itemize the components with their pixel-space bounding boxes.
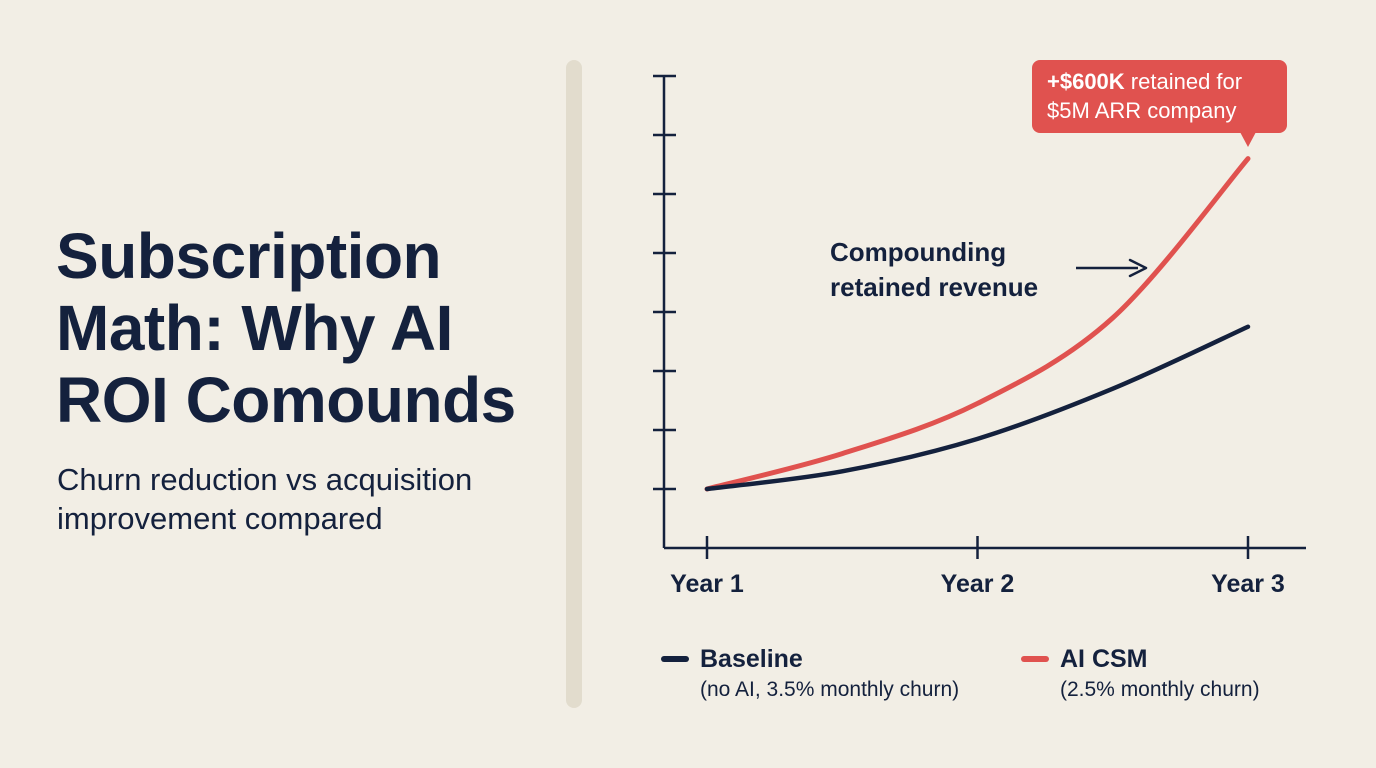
series-line-ai-csm [704,156,1251,492]
callout-pointer [1240,132,1256,147]
callout-line-1: +$600K retained for [1047,69,1242,94]
page-title: Subscription Math: Why AI ROI Comounds [56,220,516,436]
page-subtitle: Churn reduction vs acquisition improveme… [57,462,473,536]
callout-line-1-rest: retained for [1125,69,1242,94]
series-line-baseline [704,324,1251,492]
legend-desc-ai-csm: (2.5% monthly churn) [1060,678,1260,701]
callout-box [1032,60,1287,133]
legend-item-baseline: Baseline (no AI, 3.5% monthly churn) [661,645,959,701]
compounding-annotation-line-2: retained revenue [830,272,1038,302]
legend-label-baseline: Baseline [700,645,803,673]
compounding-annotation-line-1: Compounding [830,237,1006,267]
x-tick-label: Year 1 [670,570,744,598]
legend: Baseline (no AI, 3.5% monthly churn) AI … [661,645,1260,701]
callout-line-2: $5M ARR company [1047,98,1237,123]
legend-item-ai-csm: AI CSM (2.5% monthly churn) [1021,645,1260,701]
y-ticks [653,74,676,491]
vertical-divider [566,60,582,708]
arrow-right-icon [1128,258,1148,278]
x-tick-label: Year 2 [941,570,1015,598]
x-tick-label: Year 3 [1211,570,1285,598]
legend-label-ai-csm: AI CSM [1060,645,1148,673]
series-lines [704,156,1251,492]
compounding-annotation: Compounding retained revenue [830,237,1148,302]
legend-desc-baseline: (no AI, 3.5% monthly churn) [700,678,959,701]
callout-highlight: +$600K [1047,69,1125,94]
x-ticks: Year 1 Year 2 Year 3 [670,536,1285,598]
retained-callout: +$600K retained for $5M ARR company [1032,60,1287,147]
